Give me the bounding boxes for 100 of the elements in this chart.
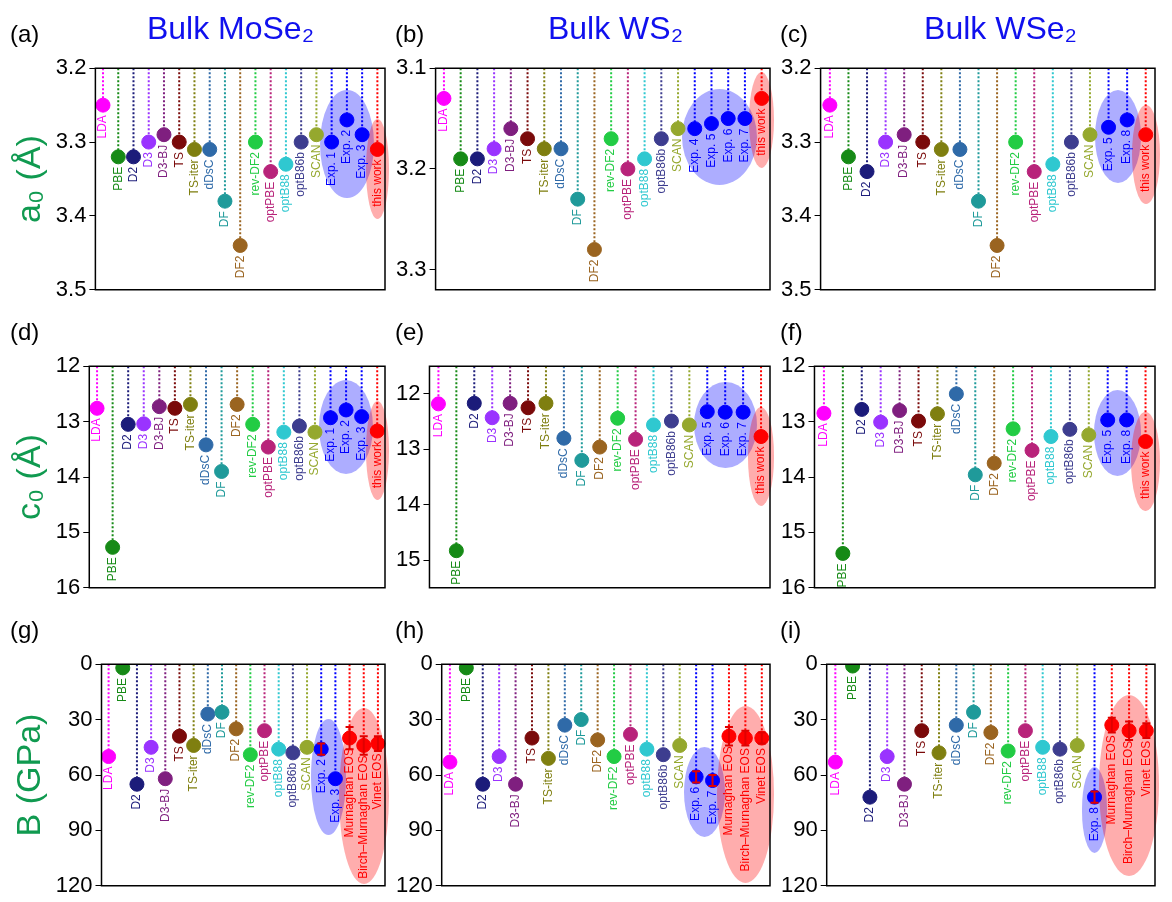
category-label: this work — [369, 441, 384, 489]
category-label: TS-iter — [538, 413, 553, 450]
y-tick-label: 13 — [780, 407, 806, 433]
category-label: D3-BJ — [896, 794, 911, 828]
category-label: DF — [214, 722, 229, 739]
category-label: optPBE — [1026, 181, 1041, 223]
category-label: Exp. 8 — [1118, 429, 1133, 464]
category-label: LDA — [89, 418, 104, 442]
category-label: TS-iter — [182, 414, 197, 451]
category-label: TS-iter — [540, 768, 555, 805]
y-tick-label: 120 — [780, 871, 818, 897]
category-label: PBE — [448, 560, 463, 585]
y-tick-label: 3.5 — [780, 275, 812, 301]
category-label: Exp. 5 — [1100, 429, 1115, 464]
category-label: SCAN — [308, 144, 323, 179]
y-tick-label: 0 — [420, 650, 433, 676]
category-label: optB86b — [285, 762, 300, 808]
category-label: D2 — [125, 166, 140, 183]
y-tick-label: 3.1 — [395, 54, 427, 80]
category-label: LDA — [100, 766, 115, 790]
category-label: DF — [217, 211, 232, 228]
category-label: SCAN — [670, 138, 685, 172]
category-label: LDA — [822, 115, 837, 139]
category-label: Exp. 3 — [327, 788, 342, 823]
category-label: SCAN — [1081, 444, 1096, 479]
category-label: Birch–Murnaghan EOS — [737, 748, 752, 872]
category-label: Murnaghan EOS — [721, 746, 736, 836]
category-label: optB86b — [1062, 439, 1077, 485]
category-label: D3 — [879, 766, 894, 782]
category-label: D3 — [141, 152, 156, 168]
category-label: optPBE — [622, 744, 637, 786]
category-label: optPBE — [1017, 740, 1032, 782]
category-label: LDA — [816, 423, 831, 447]
category-label: Exp. 5 — [699, 421, 714, 456]
category-label: SCAN — [672, 755, 687, 789]
category-label: rev-DF2 — [242, 764, 257, 809]
category-label: LDA — [442, 772, 457, 796]
category-label: TS — [520, 417, 535, 434]
category-label: optB88 — [1043, 446, 1058, 485]
y-tick-label: 3.2 — [395, 154, 427, 180]
category-label: DF — [570, 209, 585, 226]
category-label: SCAN — [1082, 144, 1097, 179]
category-label: DF2 — [586, 259, 601, 283]
y-tick-label: 3.3 — [395, 255, 427, 281]
category-label: optB86b — [1052, 759, 1067, 804]
category-label: TS — [524, 748, 539, 764]
category-label: Vinet EOS — [1138, 740, 1153, 797]
category-label: this work — [1138, 144, 1153, 193]
text: (g) — [10, 616, 40, 643]
chart-title: Bulk MoSe₂ — [145, 10, 316, 47]
category-label: optPBE — [620, 178, 635, 220]
category-label: optB88 — [1045, 174, 1060, 213]
y-tick-label: 12 — [55, 352, 81, 378]
category-label: optB88 — [639, 759, 654, 798]
text: (b) — [395, 20, 425, 47]
category-label: TS-iter — [536, 158, 551, 195]
category-label: rev-DF2 — [247, 152, 262, 196]
category-label: dDsC — [202, 159, 217, 190]
category-label: DF — [573, 729, 588, 746]
category-label: optB88 — [1035, 757, 1049, 796]
y-tick-label: 3.2 — [780, 54, 812, 80]
y-tick-label: 3.4 — [55, 202, 87, 227]
category-label: SCAN — [299, 757, 314, 791]
text: (d) — [10, 318, 40, 345]
y-tick-label: 15 — [780, 518, 806, 544]
category-label: TS-iter — [931, 762, 946, 799]
y-tick-label: 120 — [395, 871, 433, 897]
y-tick-label: 90 — [408, 816, 433, 842]
category-label: D2 — [475, 794, 490, 810]
category-label: dDsC — [553, 158, 568, 189]
category-label: D3-BJ — [896, 144, 911, 179]
category-label: TS — [171, 746, 186, 762]
category-label: D3 — [491, 766, 506, 782]
y-tick-label: 120 — [55, 871, 93, 897]
category-label: SCAN — [1069, 755, 1084, 789]
category-label: rev-DF2 — [609, 428, 624, 472]
y-tick-label: 90 — [793, 816, 818, 842]
category-label: D3-BJ — [156, 144, 171, 179]
category-label: D2 — [120, 434, 135, 450]
category-label: optB86b — [1063, 152, 1078, 197]
category-label: dDsC — [948, 735, 963, 766]
category-label: D3 — [136, 433, 151, 450]
category-label: Exp. 6 — [688, 786, 703, 821]
category-label: Birch–Murnaghan EOS — [356, 755, 371, 879]
y-tick-label: 16 — [55, 573, 81, 599]
y-tick-label: 14 — [395, 490, 421, 516]
category-label: Exp. 3 — [353, 426, 368, 461]
category-label: TS — [910, 431, 925, 447]
y-tick-label: 12 — [780, 352, 806, 378]
category-label: TS — [171, 152, 186, 168]
y-tick-label: 30 — [793, 705, 818, 731]
category-label: LDA — [430, 413, 445, 438]
category-label: DF2 — [232, 255, 247, 279]
category-label: Exp. 7 — [704, 790, 719, 825]
category-label: optPBE — [262, 181, 277, 223]
y-tick-label: 90 — [68, 816, 93, 842]
category-label: Murnaghan EOS — [341, 748, 356, 838]
category-label: Exp. 1 — [323, 152, 338, 187]
category-label: optB88 — [636, 168, 651, 207]
category-label: Exp. 6 — [720, 128, 735, 163]
